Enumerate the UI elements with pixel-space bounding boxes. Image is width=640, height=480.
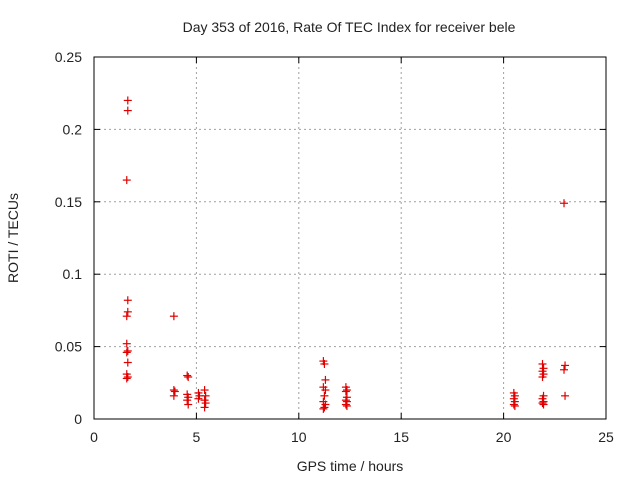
plot-frame <box>93 56 607 420</box>
data-point <box>341 400 350 409</box>
x-tick-label: 5 <box>193 429 201 445</box>
data-point <box>320 359 329 368</box>
data-point <box>319 404 328 413</box>
data-point <box>123 358 132 367</box>
data-point <box>320 403 329 412</box>
axis-ticks: 0 5 10 15 20 25 0 0.05 0.1 0.15 0.2 0.25 <box>55 49 614 445</box>
data-point <box>183 371 192 380</box>
data-point <box>184 373 193 382</box>
data-point <box>321 375 330 384</box>
data-point <box>201 391 210 400</box>
data-point <box>200 403 209 412</box>
y-tick-label: 0.25 <box>55 49 82 65</box>
y-tick-label: 0 <box>74 411 82 427</box>
data-point <box>561 391 570 400</box>
data-point <box>123 296 132 305</box>
data-point <box>169 312 178 321</box>
data-points <box>122 96 570 413</box>
y-tick-label: 0.05 <box>55 339 82 355</box>
data-point <box>122 348 131 357</box>
y-tick-label: 0.15 <box>55 194 82 210</box>
data-point <box>342 401 351 410</box>
y-tick-label: 0.2 <box>63 121 83 137</box>
grid-lines <box>94 57 606 419</box>
data-point <box>122 312 131 321</box>
data-point <box>342 386 351 395</box>
data-point <box>122 374 131 383</box>
x-tick-label: 25 <box>598 429 614 445</box>
y-tick-label: 0.1 <box>63 266 83 282</box>
data-point <box>169 391 178 400</box>
data-point <box>184 400 193 409</box>
data-point <box>123 373 132 382</box>
data-point <box>538 373 547 382</box>
x-tick-label: 15 <box>393 429 409 445</box>
data-point <box>539 400 548 409</box>
y-axis-label: ROTI / TECUs <box>5 193 21 283</box>
data-point <box>122 176 131 185</box>
x-tick-label: 20 <box>496 429 512 445</box>
data-point <box>320 391 329 400</box>
data-point <box>510 401 519 410</box>
data-point <box>123 106 132 115</box>
x-tick-label: 10 <box>291 429 307 445</box>
x-axis-label: GPS time / hours <box>297 458 404 474</box>
data-point <box>509 400 518 409</box>
data-point <box>201 399 210 408</box>
data-point <box>194 394 203 403</box>
data-point <box>538 359 547 368</box>
data-point <box>341 387 350 396</box>
data-point <box>183 396 192 405</box>
data-point <box>538 399 547 408</box>
data-point <box>123 307 132 316</box>
x-tick-label: 0 <box>90 429 98 445</box>
data-point <box>123 96 132 105</box>
data-point <box>321 386 330 395</box>
data-point <box>560 365 569 374</box>
data-point <box>561 361 570 370</box>
chart-title: Day 353 of 2016, Rate Of TEC Index for r… <box>183 19 516 35</box>
data-point <box>122 339 131 348</box>
data-point <box>200 386 209 395</box>
data-point <box>123 346 132 355</box>
data-point <box>560 199 569 208</box>
data-point <box>170 387 179 396</box>
